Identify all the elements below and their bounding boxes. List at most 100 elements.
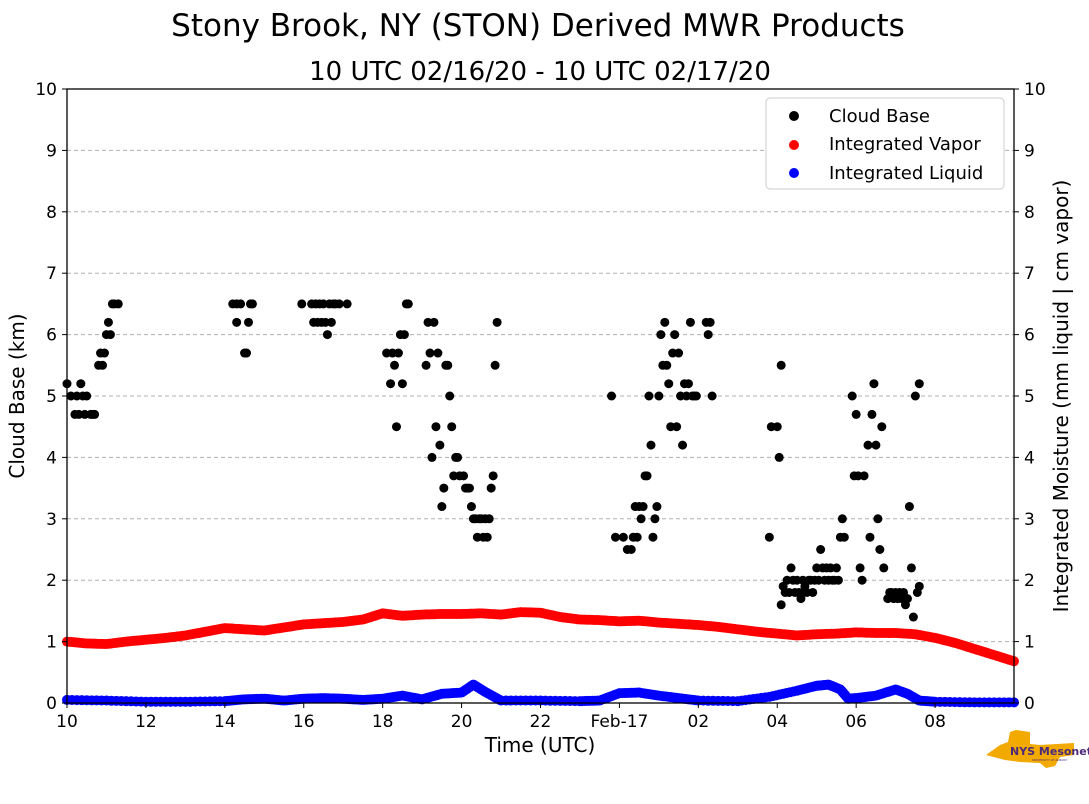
grid-lines	[67, 149, 1014, 643]
cloud-base-point	[82, 391, 92, 401]
cloud-base-point	[443, 360, 453, 370]
cloud-base-point	[322, 330, 332, 340]
cloud-base-point	[632, 532, 642, 542]
x-tick-label: Feb-17	[590, 712, 648, 732]
cloud-base-point	[855, 563, 865, 573]
y-tick-label: 6	[46, 326, 57, 346]
x-axis-ticks: 10 12 14 16 18 20 22 Feb-17 02 04 06 08	[56, 703, 946, 732]
cloud-base-point	[244, 317, 254, 327]
cloud-base-point	[99, 348, 109, 358]
cloud-base-point	[334, 299, 344, 309]
x-tick-label: 12	[135, 712, 157, 732]
y-tick-label: 5	[46, 387, 57, 407]
cloud-base-point	[662, 360, 672, 370]
cloud-base-point	[859, 471, 869, 481]
cloud-base-point	[642, 471, 652, 481]
y-tick-label: 7	[46, 264, 57, 284]
cloud-base-point	[908, 612, 918, 622]
legend-label-integrated-liquid: Integrated Liquid	[829, 163, 983, 184]
cloud-base-point	[453, 452, 463, 462]
cloud-base-point	[607, 391, 617, 401]
y-axis-left-ticks: 0 1 2 3 4 5 6 7 8 9 10	[35, 80, 67, 714]
cloud-base-point	[875, 545, 885, 554]
cloud-base-point	[466, 502, 476, 512]
cloud-base-point	[488, 471, 498, 481]
logo-subtext: UNIVERSITY AT ALBANY	[1032, 758, 1067, 762]
nys-mesonet-logo: NYS Mesonet UNIVERSITY AT ALBANY	[986, 730, 1089, 768]
cloud-base-point	[236, 299, 246, 309]
cloud-base-point	[399, 330, 409, 340]
cloud-base-point	[656, 330, 666, 340]
x-tick-label: 22	[530, 712, 552, 732]
cloud-base-point	[429, 317, 439, 327]
cloud-base-point	[808, 587, 818, 597]
y-tick-label: 0	[46, 694, 57, 714]
x-tick-label: 04	[766, 712, 788, 732]
cloud-base-point	[391, 422, 401, 432]
y2-axis-label: Integrated Moisture (mm liquid | cm vapo…	[1049, 180, 1073, 613]
cloud-base-point	[459, 471, 469, 481]
cloud-base-series	[62, 299, 924, 622]
cloud-base-point	[879, 563, 889, 573]
y-tick-label: 2	[46, 571, 57, 591]
x-tick-label: 08	[924, 712, 946, 732]
cloud-base-point	[660, 317, 670, 327]
cloud-base-point	[439, 483, 449, 493]
legend-label-cloud-base: Cloud Base	[829, 106, 930, 127]
x-axis-label: Time (UTC)	[484, 733, 596, 757]
cloud-base-point	[397, 379, 407, 389]
cloud-base-point	[484, 514, 494, 524]
y2-tick-label: 1	[1024, 633, 1035, 653]
cloud-base-point	[421, 360, 431, 370]
cloud-base-point	[638, 502, 648, 512]
x-tick-label: 02	[688, 712, 710, 732]
cloud-base-point	[650, 514, 660, 524]
cloud-base-point	[90, 409, 100, 419]
cloud-base-point	[847, 391, 857, 401]
cloud-base-point	[796, 594, 806, 604]
y-axis-right-ticks: 0 1 2 3 4 5 6 7 8 9 10	[1014, 80, 1046, 714]
cloud-base-point	[610, 532, 620, 542]
cloud-base-point	[664, 379, 674, 389]
y2-tick-label: 10	[1024, 80, 1046, 100]
cloud-base-point	[837, 514, 847, 524]
cloud-base-point	[764, 532, 774, 542]
cloud-base-point	[626, 545, 636, 554]
cloud-base-point	[445, 391, 455, 401]
y2-tick-label: 5	[1024, 387, 1035, 407]
cloud-base-point	[839, 532, 849, 542]
cloud-base-point	[670, 330, 680, 340]
cloud-base-point	[618, 532, 628, 542]
cloud-base-point	[857, 575, 867, 585]
cloud-base-point	[902, 594, 912, 604]
cloud-base-point	[76, 379, 86, 389]
cloud-base-point	[703, 330, 713, 340]
cloud-base-point	[247, 299, 257, 309]
cloud-base-point	[865, 532, 875, 542]
cloud-base-point	[776, 360, 786, 370]
cloud-base-point	[447, 422, 457, 432]
cloud-base-point	[863, 440, 873, 450]
cloud-base-point	[707, 391, 717, 401]
cloud-base-point	[105, 330, 115, 340]
y-tick-label: 1	[46, 633, 57, 653]
x-tick-label: 10	[56, 712, 78, 732]
y2-tick-label: 4	[1024, 448, 1035, 468]
cloud-base-point	[851, 409, 861, 419]
cloud-base-point	[490, 360, 500, 370]
y2-tick-label: 2	[1024, 571, 1035, 591]
legend-marker-cloud-base	[789, 111, 799, 121]
cloud-base-point	[464, 483, 474, 493]
cloud-base-point	[435, 440, 445, 450]
cloud-base-point	[776, 600, 786, 610]
cloud-base-point	[705, 317, 715, 327]
cloud-base-point	[786, 563, 796, 573]
cloud-base-point	[816, 545, 826, 554]
cloud-base-point	[774, 452, 784, 462]
legend-marker-integrated-liquid	[789, 168, 799, 178]
cloud-base-point	[833, 575, 843, 585]
cloud-base-point	[433, 348, 443, 358]
y2-tick-label: 0	[1024, 694, 1035, 714]
legend-box	[765, 97, 1005, 190]
y-axis-label: Cloud Base (km)	[5, 313, 29, 478]
